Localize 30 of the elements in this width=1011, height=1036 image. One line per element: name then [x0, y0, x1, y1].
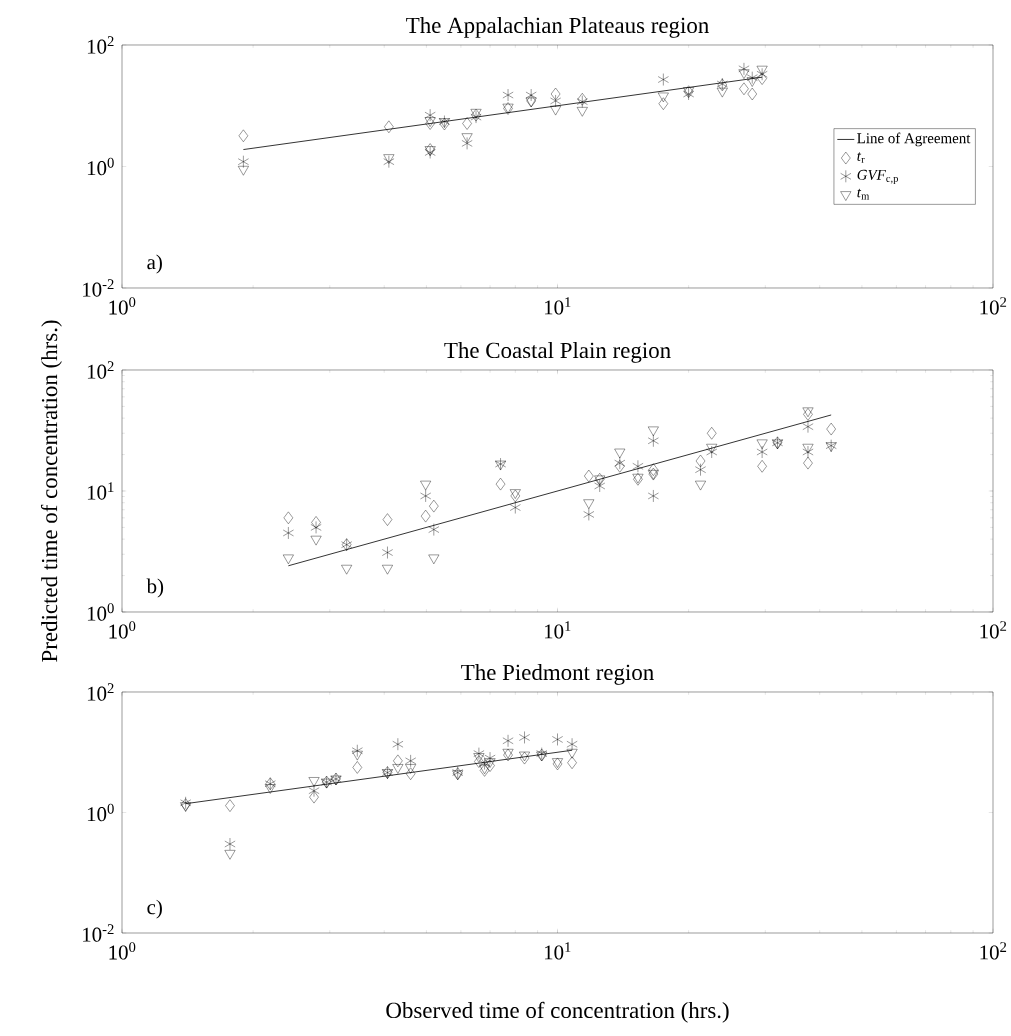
annotation: b): [146, 578, 164, 598]
x-tick-label: 10$^{1}$: [544, 621, 571, 639]
x-tick-label: 10$^{0}$: [109, 942, 136, 960]
legend-label: t$_{r}$: [857, 152, 865, 163]
y-tick-label: 10$^{2}$: [87, 683, 114, 701]
chart-title: The Appalachian Plateaus region: [406, 16, 709, 38]
x-tick-label: 10$^{2}$: [980, 621, 1007, 639]
legend-label: t$_{m}$: [857, 188, 870, 200]
y-axis-title: Predicted time of concentration (hrs.): [40, 320, 62, 662]
annotation: c): [147, 899, 162, 919]
x-tick-label: 10$^{2}$: [980, 942, 1007, 960]
x-tick-label: 10$^{1}$: [544, 942, 571, 960]
y-tick-label: 10$^{2}$: [87, 361, 114, 379]
x-tick-label: 10$^{0}$: [109, 297, 136, 315]
x-axis-title: Observed time of concentration (hrs.): [386, 1001, 729, 1023]
y-tick-label: 10$^{1}$: [87, 482, 114, 500]
x-tick-label: 10$^{2}$: [980, 297, 1007, 315]
y-tick-label: 10$^{0}$: [87, 603, 114, 621]
legend-label: Line of Agreement: [857, 132, 971, 147]
chart-title: The Piedmont region: [461, 664, 654, 685]
y-tick-label: 10$^{2}$: [87, 36, 114, 54]
annotation: a): [147, 254, 162, 274]
x-tick-label: 10$^{1}$: [544, 297, 571, 315]
y-tick-label: 10$^{0}$: [87, 157, 114, 176]
y-tick-label: 10$^{-2}$: [83, 924, 114, 942]
chart-title: The Coastal Plain region: [444, 341, 671, 363]
x-tick-label: 10$^{0}$: [109, 621, 136, 639]
y-tick-label: 10$^{-2}$: [83, 279, 114, 297]
y-tick-label: 10$^{0}$: [87, 803, 114, 822]
legend-label: GVF$_{c,p}$: [857, 169, 898, 185]
